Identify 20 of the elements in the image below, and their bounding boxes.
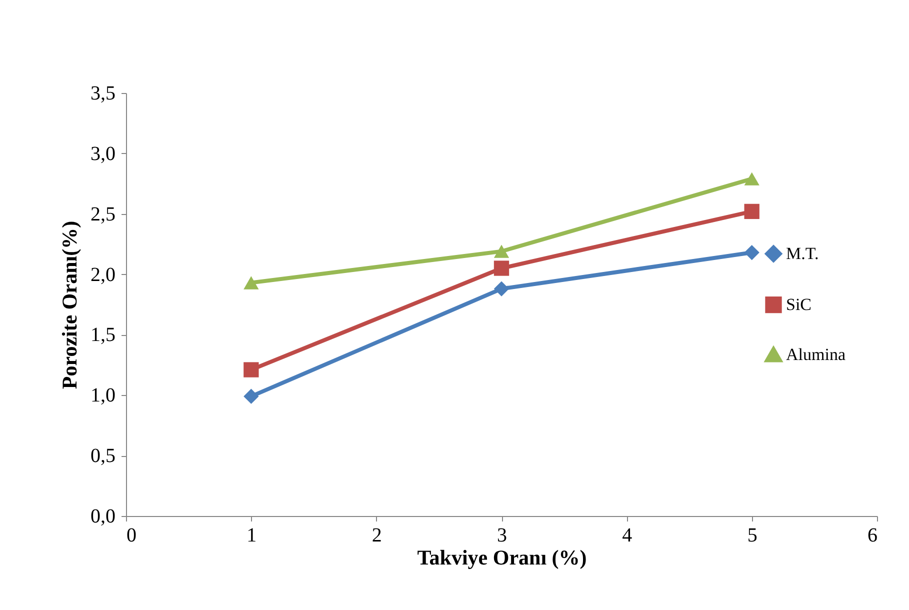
x-tick-label: 1 [246, 524, 257, 546]
legend-label: M.T. [786, 244, 819, 263]
y-tick-label: 1,5 [90, 324, 116, 346]
x-tick-label: 6 [868, 524, 878, 546]
y-tick-label: 0,5 [90, 445, 116, 468]
y-tick-label: 0,0 [90, 506, 116, 528]
y-tick-label: 3,0 [90, 142, 116, 165]
y-axis-title: Porozite Oranı(%) [58, 220, 82, 390]
legend-label: SiC [786, 294, 812, 314]
x-tick-label: 4 [622, 524, 632, 546]
x-tick-label: 3 [497, 524, 507, 546]
x-axis-title: Takviye Oranı (%) [417, 546, 587, 570]
y-tick-label: 2,5 [90, 203, 116, 226]
y-tick-label: 1,0 [90, 384, 116, 407]
x-tick-label: 0 [126, 524, 136, 546]
x-tick-label: 5 [747, 524, 758, 546]
y-tick-label: 2,0 [90, 264, 116, 286]
y-tick-label: 3,5 [90, 82, 116, 104]
x-tick-label: 2 [372, 524, 382, 546]
legend-label: Alumina [786, 344, 846, 364]
